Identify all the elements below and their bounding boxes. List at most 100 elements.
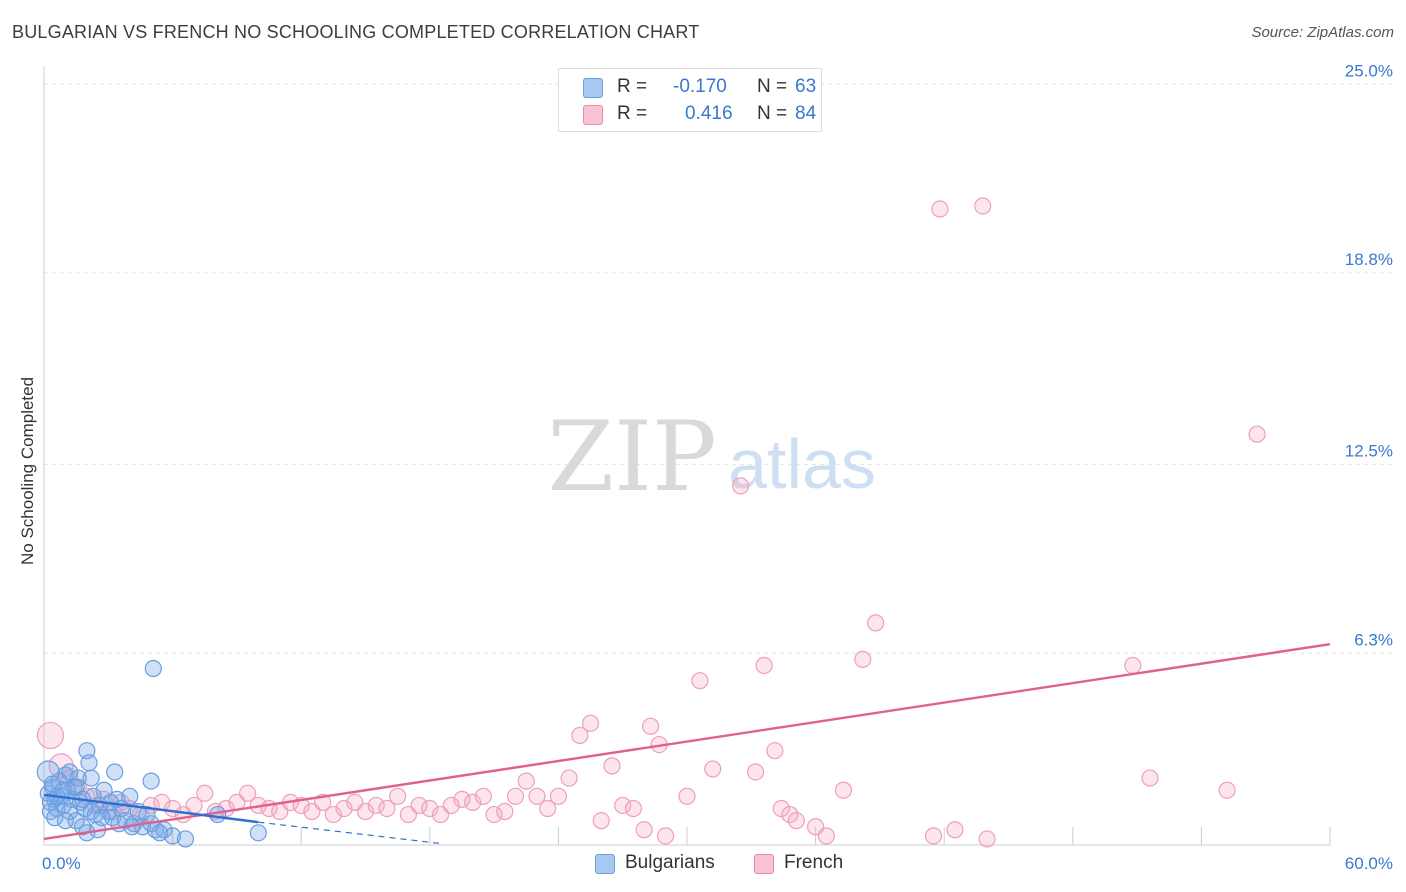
bulgarians-point (164, 827, 182, 845)
french-point (641, 717, 660, 735)
french-point (378, 799, 396, 818)
tick-layer: 6.3% 12.5% 18.8% 25.0% 0.0% 60.0% (42, 61, 1393, 873)
watermark-zip: ZIP (547, 401, 716, 513)
chart-title: BULGARIAN VS FRENCH NO SCHOOLING COMPLET… (12, 22, 700, 42)
legend-r-value-bulgarians: -0.170 (673, 76, 727, 97)
french-point (924, 827, 943, 845)
french-point (746, 763, 765, 781)
series-swatch-bulgarians (595, 854, 615, 874)
correlation-legend: R = -0.170 N = 63 R = 0.416 N = 84 (558, 68, 822, 132)
french-point (817, 827, 835, 845)
y-tick-label: 12.5% (1345, 442, 1393, 461)
french-point (867, 614, 885, 632)
french-point (571, 726, 589, 745)
french-point (614, 796, 632, 815)
bulgarians-point (61, 763, 79, 781)
legend-r-label: R = (617, 76, 648, 97)
bulgarians-point (142, 772, 160, 790)
french-point (335, 799, 353, 818)
french-trend-line (43, 642, 1331, 841)
bulgarians-point (151, 824, 169, 842)
french-point (506, 787, 525, 805)
french-point (539, 799, 557, 818)
french-point (931, 200, 949, 218)
french-point (239, 784, 257, 802)
french-point (635, 821, 653, 839)
bulgarians-point (80, 754, 98, 772)
series-swatch-french (754, 854, 774, 874)
french-point (474, 787, 492, 805)
legend-swatch-french (583, 105, 603, 125)
french-point (517, 772, 535, 790)
french-point (410, 796, 428, 815)
french-point (196, 784, 214, 802)
watermark-atlas: atlas (728, 425, 876, 503)
bulgarians-point (121, 787, 139, 805)
french-point (528, 787, 546, 805)
french-point (1141, 769, 1159, 787)
french-point (592, 812, 610, 830)
legend-r-label: R = (617, 103, 648, 124)
bulgarians-point (82, 802, 100, 821)
bulgarians-point (46, 809, 64, 827)
french-point (442, 796, 460, 815)
bulgarians-point (36, 760, 60, 784)
french-point (1218, 781, 1236, 799)
legend-n-value-bulgarians: 63 (795, 76, 817, 97)
french-point (656, 827, 675, 845)
french-point (691, 672, 709, 690)
french-point (389, 787, 407, 805)
bulgarians-point (82, 769, 100, 787)
french-point (496, 802, 514, 821)
series-label-french: French (784, 852, 844, 873)
y-tick-label: 25.0% (1345, 61, 1393, 80)
french-point (453, 790, 471, 808)
french-point (560, 769, 578, 787)
legend-r-value-french: 0.416 (685, 103, 733, 124)
french-point (36, 721, 65, 750)
french-point (766, 742, 784, 760)
trend-layer (43, 642, 1331, 845)
bulgarians-point (176, 830, 195, 848)
french-point (367, 796, 385, 815)
bulgarians-point (249, 824, 267, 842)
bulgarians-point (56, 812, 75, 830)
grid-layer (44, 83, 1392, 654)
y-tick-label: 18.8% (1345, 250, 1393, 269)
french-point (731, 477, 750, 495)
french-point (421, 799, 439, 818)
bulgarians-trend-line (43, 793, 259, 824)
bulgarians-point (93, 809, 111, 827)
french-point (603, 757, 621, 775)
french-point (772, 799, 790, 818)
legend-swatch-bulgarians (583, 78, 603, 98)
french-point (781, 805, 799, 824)
watermark: ZIP atlas (547, 401, 876, 513)
french-point (974, 197, 992, 215)
french-point (624, 799, 643, 818)
french-point (946, 821, 964, 839)
french-point (581, 714, 600, 732)
french-point (485, 805, 503, 824)
bulgarians-point (144, 659, 162, 678)
french-point (1124, 656, 1142, 675)
series-label-bulgarians: Bulgarians (625, 852, 715, 873)
french-point (678, 787, 696, 805)
french-point (755, 656, 773, 675)
french-point (1248, 425, 1266, 443)
legend-n-label: N = (757, 103, 788, 124)
legend-n-value-french: 84 (795, 103, 817, 124)
french-point (854, 650, 872, 668)
french-point (704, 760, 722, 778)
bulgarians-point (106, 763, 124, 781)
french-point (549, 787, 568, 805)
french-point (324, 805, 342, 824)
y-tick-label: 6.3% (1354, 630, 1393, 649)
french-point (464, 793, 482, 811)
x-tick-label: 60.0% (1345, 854, 1393, 873)
bulgarians-trend-extension (258, 821, 441, 845)
french-point (834, 781, 853, 799)
axis-layer (43, 66, 1331, 846)
y-axis-label: No Schooling Completed (18, 376, 37, 565)
